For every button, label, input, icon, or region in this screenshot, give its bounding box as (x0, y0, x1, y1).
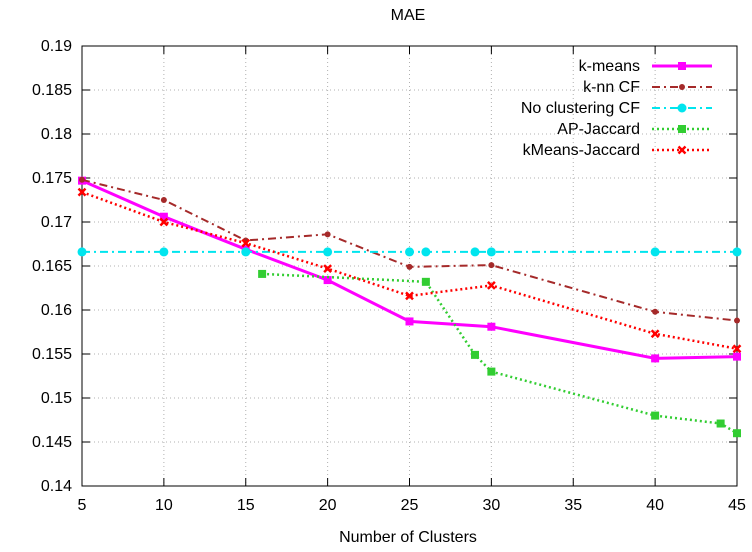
legend-marker (678, 125, 686, 133)
y-tick-label: 0.165 (32, 258, 72, 275)
data-point (471, 350, 479, 359)
marker-stroke (77, 187, 87, 197)
y-tick-label: 0.155 (32, 346, 72, 363)
data-point (732, 344, 742, 354)
data-point (324, 231, 331, 238)
legend-marker (677, 145, 687, 155)
x-tick-label: 40 (646, 497, 664, 514)
marker-stroke (159, 217, 169, 227)
x-tick-label: 30 (482, 497, 500, 514)
legend-marker (677, 103, 687, 113)
x-tick-label: 10 (155, 497, 173, 514)
legend-marker (678, 62, 686, 70)
series-line (81, 178, 738, 322)
data-point (241, 238, 251, 248)
data-point (716, 419, 725, 428)
legend-label: k-nn CF (583, 79, 640, 96)
legend-entry-kmeans-jaccard: kMeans-Jaccard (523, 142, 712, 159)
data-point (160, 197, 167, 203)
marker-stroke (732, 344, 742, 354)
data-point (650, 247, 660, 257)
series-line (81, 179, 738, 360)
y-tick-label: 0.15 (41, 390, 72, 407)
legend-entry-ap-jaccard: AP-Jaccard (557, 121, 712, 138)
x-tick-label: 5 (78, 497, 87, 514)
legend-label: No clustering CF (521, 100, 640, 117)
series-no-clustering-cf (77, 247, 742, 257)
data-point (405, 247, 414, 257)
data-point (405, 291, 414, 301)
x-tick-label: 20 (319, 497, 337, 514)
marker-stroke (323, 264, 333, 274)
data-point (651, 411, 660, 420)
data-point (405, 317, 414, 326)
data-point (487, 367, 496, 376)
y-tick-label: 0.18 (41, 126, 72, 143)
marker-stroke (405, 291, 414, 301)
legend-label: k-means (579, 58, 640, 75)
data-point (486, 247, 496, 257)
legend-label: AP-Jaccard (557, 121, 640, 138)
y-tick-label: 0.19 (41, 38, 72, 55)
marker-stroke (650, 329, 660, 339)
x-tick-label: 15 (237, 497, 255, 514)
data-point (733, 429, 741, 438)
data-point (79, 176, 85, 183)
y-tick-label: 0.185 (32, 82, 72, 99)
data-point (323, 264, 333, 274)
marker-stroke (677, 145, 687, 155)
data-point (732, 247, 742, 257)
legend-marker (679, 84, 685, 90)
series-ap-jaccard (258, 269, 741, 438)
data-point (159, 217, 169, 227)
data-point (77, 247, 87, 257)
data-point (421, 277, 430, 286)
data-point (241, 247, 251, 257)
y-tick-label: 0.14 (41, 478, 72, 495)
series-line (262, 272, 738, 435)
series-line (81, 190, 738, 350)
data-point (159, 247, 169, 257)
data-point (486, 280, 496, 290)
data-point (651, 354, 660, 363)
data-point (652, 308, 659, 315)
data-point (734, 317, 740, 324)
x-tick-label: 35 (564, 497, 582, 514)
data-point (159, 212, 168, 221)
y-tick-label: 0.16 (41, 302, 72, 319)
chart-title: MAE (391, 7, 426, 24)
legend-entry-k-means: k-means (579, 58, 712, 75)
data-point (470, 247, 480, 257)
data-point (733, 352, 741, 361)
x-axis-label: Number of Clusters (339, 529, 477, 546)
marker-stroke (241, 238, 251, 248)
legend-label: kMeans-Jaccard (523, 142, 640, 159)
x-tick-label: 25 (401, 497, 419, 514)
marker-stroke (486, 280, 496, 290)
data-point (258, 269, 267, 278)
data-point (487, 322, 496, 331)
y-tick-label: 0.145 (32, 434, 72, 451)
legend-entry-k-nn-cf: k-nn CF (583, 79, 712, 96)
y-tick-label: 0.175 (32, 170, 72, 187)
data-point (406, 263, 413, 270)
series-kmeans-jaccard (77, 187, 742, 354)
legend-entry-no-clustering-cf: No clustering CF (521, 100, 712, 117)
data-point (77, 187, 87, 197)
y-tick-label: 0.17 (41, 214, 72, 231)
data-point (421, 247, 431, 257)
legend: k-means k-nn CF No clustering CF AP-Jaccard… (521, 58, 712, 159)
data-point (323, 247, 333, 257)
data-point (650, 329, 660, 339)
data-point (488, 262, 495, 269)
data-point (323, 276, 332, 285)
axis-ticks: 0.14 0.145 0.15 0.155 0.16 0.165 0.17 0.175 0.18… (32, 38, 746, 514)
series-layer (77, 176, 742, 438)
x-tick-label: 45 (728, 497, 746, 514)
